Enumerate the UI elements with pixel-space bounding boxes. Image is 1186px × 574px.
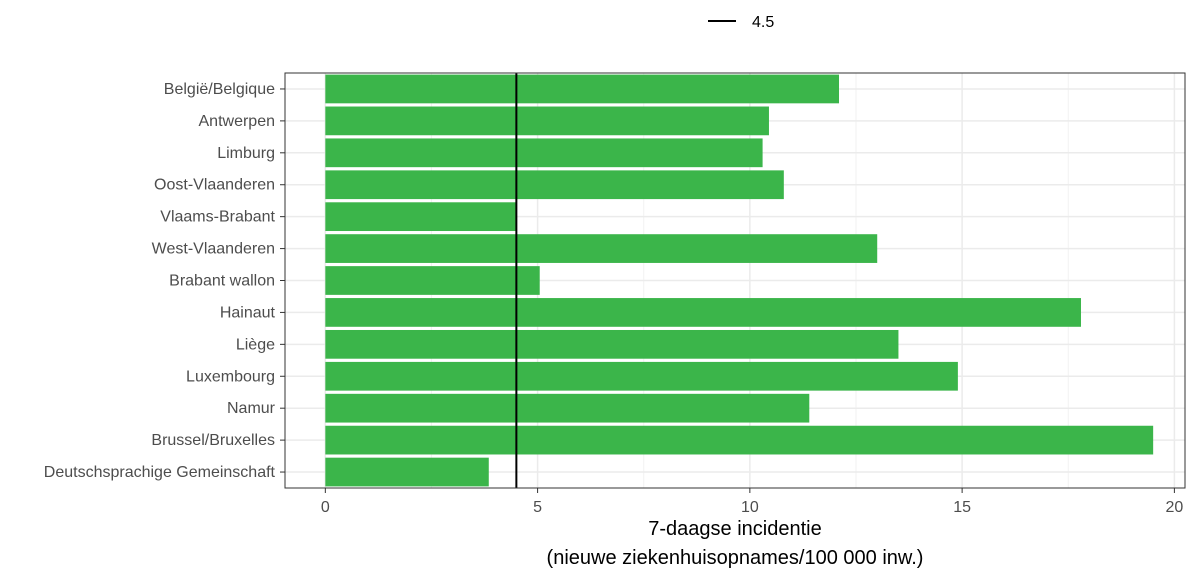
bar-12 — [325, 457, 489, 487]
x-tick-label: 15 — [953, 499, 971, 516]
y-tick-label: Brussel/Bruxelles — [151, 432, 275, 449]
bar-10 — [325, 393, 810, 423]
x-tick-label: 10 — [741, 499, 759, 516]
y-tick-label: Limburg — [217, 145, 275, 162]
legend: 4.5 — [708, 14, 774, 31]
y-tick-label: Oost-Vlaanderen — [154, 177, 275, 194]
x-axis: 0 5 10 15 20 — [321, 488, 1183, 516]
y-tick-label: Luxembourg — [186, 368, 275, 385]
legend-label: 4.5 — [752, 14, 774, 31]
y-tick-label: Antwerpen — [199, 113, 276, 130]
y-tick-label: Deutschsprachige Gemeinschaft — [44, 464, 276, 481]
bar-4 — [325, 202, 517, 232]
y-tick-label: Liège — [236, 336, 275, 353]
x-tick-label: 5 — [533, 499, 542, 516]
bar-6 — [325, 266, 540, 295]
bar-5 — [325, 234, 878, 263]
bar-7 — [325, 298, 1081, 327]
bar-11 — [325, 425, 1154, 455]
bar-0 — [325, 74, 840, 104]
bar-3 — [325, 170, 784, 200]
x-tick-label: 0 — [321, 499, 330, 516]
y-axis: België/Belgique Antwerpen Limburg Oost-Vlaa… — [44, 81, 285, 481]
x-axis-title-line2: (nieuwe ziekenhuisopnames/100 000 inw.) — [547, 547, 924, 569]
y-tick-label: Hainaut — [220, 304, 276, 321]
bars — [325, 74, 1154, 487]
bar-8 — [325, 329, 899, 359]
bar-9 — [325, 361, 958, 391]
y-tick-label: Vlaams-Brabant — [160, 209, 275, 226]
y-tick-label: Brabant wallon — [169, 273, 275, 290]
y-tick-label: Namur — [227, 400, 276, 417]
y-tick-label: België/Belgique — [164, 81, 275, 98]
y-tick-label: West-Vlaanderen — [152, 241, 275, 258]
x-tick-label: 20 — [1165, 499, 1183, 516]
bar-1 — [325, 106, 769, 136]
bar-2 — [325, 138, 763, 168]
x-axis-title-line1: 7-daagse incidentie — [648, 518, 821, 540]
